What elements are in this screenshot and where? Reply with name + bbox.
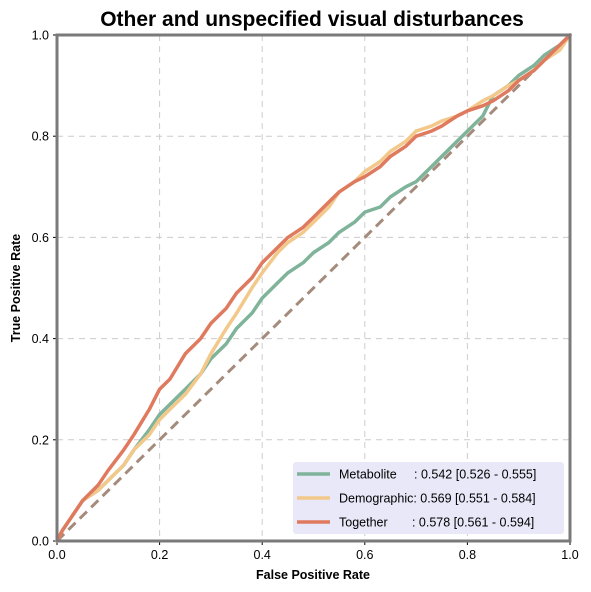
y-tick-label-3: 0.6 [32, 231, 49, 245]
legend-label-together: Together : 0.578 [0.561 - 0.594] [339, 516, 534, 530]
legend-label-demographic: Demographic: 0.569 [0.551 - 0.584] [339, 492, 536, 506]
y-tick-label-4: 0.8 [32, 130, 49, 144]
x-tick-label-2: 0.4 [254, 548, 271, 562]
y-tick-label-2: 0.4 [32, 332, 49, 346]
y-tick-label-1: 0.2 [32, 433, 49, 447]
x-tick-label-5: 1.0 [561, 548, 578, 562]
x-tick-label-1: 0.2 [151, 548, 168, 562]
x-axis-label: False Positive Rate [256, 568, 370, 582]
grid-lines [57, 35, 570, 541]
plot-frame [55, 33, 572, 543]
x-axis-ticks: 0.0 0.2 0.4 0.6 0.8 1.0 [48, 541, 579, 562]
chance-diagonal-line [55, 33, 572, 543]
x-tick-label-4: 0.8 [459, 548, 476, 562]
x-tick-label-0: 0.0 [48, 548, 65, 562]
y-tick-label-5: 1.0 [32, 29, 49, 43]
legend-label-metabolite: Metabolite : 0.542 [0.526 - 0.555] [339, 468, 536, 482]
chart-title: Other and unspecified visual disturbance… [100, 8, 524, 31]
y-axis-label: True Positive Rate [9, 234, 23, 342]
y-tick-label-0: 0.0 [32, 535, 49, 549]
x-tick-label-3: 0.6 [356, 548, 373, 562]
legend: Metabolite : 0.542 [0.526 - 0.555] Demogr… [293, 462, 564, 534]
series-line-together [55, 33, 572, 543]
series-line-demographic [55, 33, 572, 543]
y-axis-ticks: 0.0 0.2 0.4 0.6 0.8 1.0 [32, 29, 57, 549]
legend-background [293, 462, 564, 534]
roc-series [55, 33, 572, 543]
